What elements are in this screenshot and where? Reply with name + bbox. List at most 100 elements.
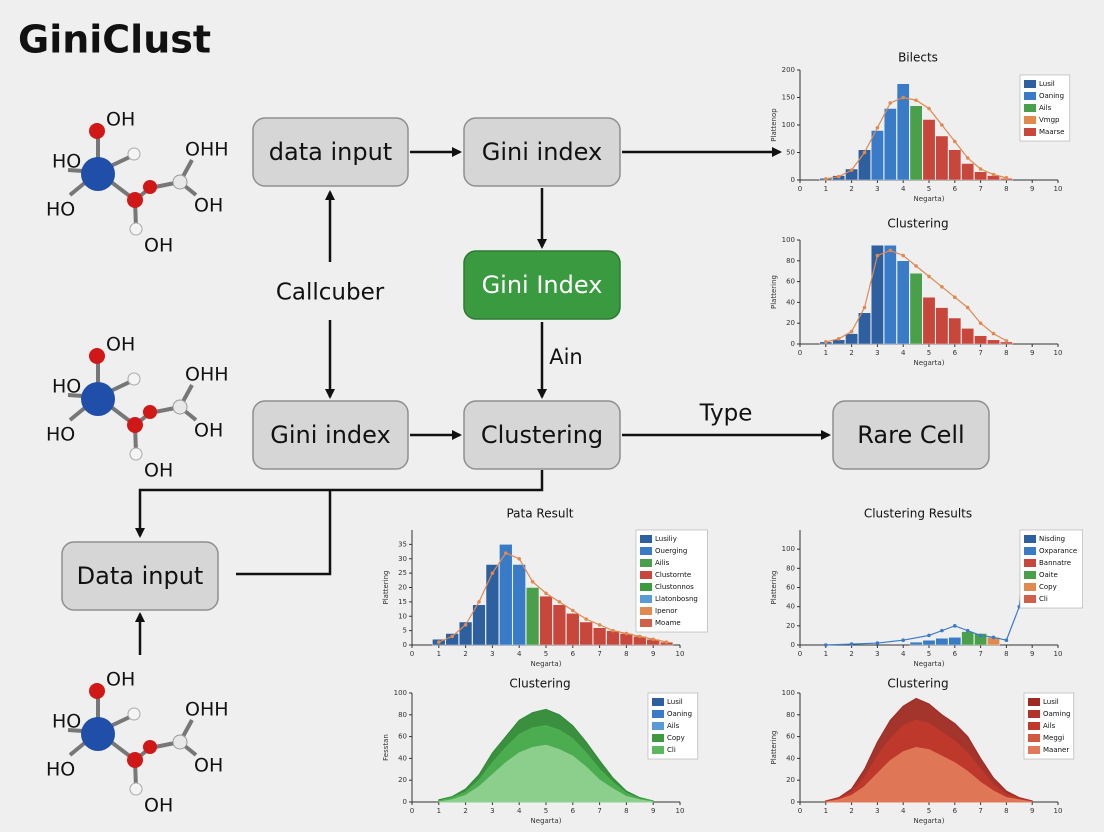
x-tick-label: 3 xyxy=(875,807,879,815)
legend-label: Cli xyxy=(1039,595,1048,603)
bar xyxy=(935,638,949,646)
node-box xyxy=(252,400,409,470)
x-tick-label: 6 xyxy=(953,807,958,815)
mini-chart: Clustering ResultsNegarta)Plattering0204… xyxy=(770,507,1084,668)
x-tick-label: 10 xyxy=(676,650,685,658)
legend-label: Ails xyxy=(1043,722,1056,730)
x-axis-label: Negarta) xyxy=(531,817,562,825)
x-tick-label: 2 xyxy=(463,650,467,658)
legend-label: Lusil xyxy=(1043,698,1059,706)
legend-label: Oxparance xyxy=(1039,547,1077,555)
atom xyxy=(81,382,115,416)
atom-label: OH xyxy=(106,334,135,356)
y-tick-label: 0 xyxy=(791,176,795,184)
x-tick-label: 0 xyxy=(798,650,802,658)
bar xyxy=(948,637,962,646)
x-tick-label: 10 xyxy=(1054,807,1063,815)
bar xyxy=(935,307,949,345)
node-label: Rare Cell xyxy=(857,421,964,449)
atom-label: HO xyxy=(52,376,81,398)
line-point xyxy=(584,617,588,621)
mini-chart: ClusteringNegarta)Plattering020406080100… xyxy=(770,217,1062,368)
atom xyxy=(127,192,143,208)
atom-label: OHH xyxy=(185,699,229,721)
line-point xyxy=(991,331,996,336)
chart-title: Clustering xyxy=(887,217,948,231)
atom-label: OH xyxy=(194,195,223,217)
x-tick-label: 2 xyxy=(849,349,853,357)
node-box xyxy=(463,400,621,470)
legend-swatch xyxy=(1024,595,1036,603)
y-tick-label: 100 xyxy=(782,121,795,129)
x-tick-label: 1 xyxy=(824,185,828,193)
y-tick-label: 80 xyxy=(786,564,795,572)
line-point xyxy=(1004,176,1009,180)
atom xyxy=(127,372,141,386)
x-tick-label: 6 xyxy=(953,185,958,193)
y-tick-label: 0 xyxy=(791,340,795,348)
x-tick-label: 7 xyxy=(978,807,982,815)
x-tick-label: 4 xyxy=(901,349,906,357)
x-tick-label: 9 xyxy=(1030,807,1034,815)
atom-label: OHH xyxy=(185,364,229,386)
x-tick-label: 6 xyxy=(571,807,576,815)
legend-swatch xyxy=(640,571,652,579)
node-label: Gini index xyxy=(270,421,390,449)
legend-label: Llatonbosng xyxy=(655,595,698,603)
bar xyxy=(526,587,540,646)
atom-label: OH xyxy=(144,460,173,482)
legend-swatch xyxy=(640,547,652,555)
legend-label: Ailis xyxy=(655,559,670,567)
line-point xyxy=(849,168,854,172)
line-point xyxy=(849,642,854,646)
y-axis-label: Plattering xyxy=(770,731,778,765)
x-tick-label: 0 xyxy=(798,185,802,193)
atom-label: HO xyxy=(46,424,75,446)
bar xyxy=(974,633,987,646)
legend-swatch xyxy=(652,710,664,718)
legend-swatch xyxy=(1024,571,1036,579)
x-tick-label: 1 xyxy=(824,807,828,815)
y-axis-label: Plattering xyxy=(770,275,778,309)
bar xyxy=(566,613,580,646)
y-tick-label: 80 xyxy=(786,257,795,265)
legend-label: Ails xyxy=(667,722,680,730)
y-tick-label: 25 xyxy=(398,569,407,577)
y-tick-label: 20 xyxy=(398,584,407,592)
y-tick-label: 80 xyxy=(786,711,795,719)
atom-label: HO xyxy=(46,199,75,221)
x-tick-label: 2 xyxy=(849,650,853,658)
x-tick-label: 6 xyxy=(571,650,576,658)
legend-swatch xyxy=(1028,698,1040,706)
line-point xyxy=(624,631,629,636)
legend-label: Oaite xyxy=(1039,571,1058,579)
line-point xyxy=(862,150,867,155)
node-box xyxy=(463,250,621,320)
y-tick-label: 10 xyxy=(398,612,407,620)
line-point xyxy=(927,106,931,111)
atom xyxy=(143,740,157,754)
bar xyxy=(948,149,962,181)
mini-chart: Bilects Negarta) Plattenop 0 50 100 150 200 0 1 2 3… xyxy=(770,51,1071,203)
line-point xyxy=(664,640,669,644)
x-tick-label: 7 xyxy=(978,349,982,357)
area xyxy=(825,746,1033,803)
x-tick-label: 5 xyxy=(544,650,548,658)
y-tick-label: 15 xyxy=(398,598,407,606)
y-tick-label: 40 xyxy=(786,603,795,611)
legend-label: Maaner xyxy=(1043,746,1069,754)
y-tick-label: 20 xyxy=(786,776,795,784)
line-point xyxy=(888,101,893,105)
y-tick-label: 40 xyxy=(786,298,795,306)
legend-swatch xyxy=(640,583,652,591)
line-point xyxy=(597,623,602,627)
legend-label: Maarse xyxy=(1039,128,1064,136)
line-point xyxy=(824,643,828,647)
mini-chart: ClusteringNegarta)Plattering020406080100… xyxy=(770,677,1075,825)
molecules: OH HO OHH HO OH OH OH HO OHH HO OH OH OH HO OHH HO OH OH xyxy=(46,109,229,817)
atom-label: OH xyxy=(144,795,173,817)
line-point xyxy=(965,156,970,160)
chart-title: Bilects xyxy=(898,51,938,65)
line xyxy=(438,552,667,643)
legend-swatch xyxy=(1028,734,1040,742)
